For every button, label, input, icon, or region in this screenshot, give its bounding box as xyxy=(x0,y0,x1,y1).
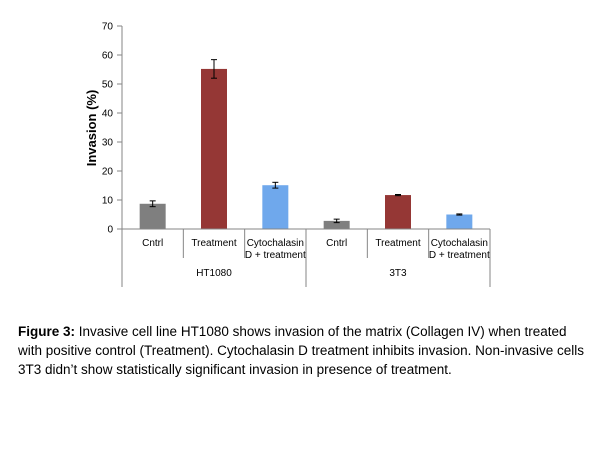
y-tick-label: 10 xyxy=(102,196,114,207)
bar xyxy=(446,214,473,229)
x-axis: Cntrl Treatment Cytochalasin D + treatmentH… xyxy=(121,228,491,287)
figure-caption: Figure 3: Invasive cell line HT1080 show… xyxy=(18,322,584,379)
bar-chart: 0 10 20 30 40 50 60 70 Invasion (%) Cntrl Treatm… xyxy=(84,22,491,287)
y-tick-label: 40 xyxy=(102,109,114,120)
category-label-line: Cytochalasin xyxy=(247,238,304,249)
caption-text: Invasive cell line HT1080 shows invasion… xyxy=(18,324,584,377)
y-axis-title: Invasion (%) xyxy=(84,90,99,167)
y-tick-label: 30 xyxy=(102,138,114,149)
category-label-line: D + treatment xyxy=(245,250,306,261)
category-label: Cntrl xyxy=(142,238,163,249)
y-tick-label: 50 xyxy=(102,80,114,91)
bar xyxy=(262,185,289,229)
category-label: Treatment xyxy=(191,238,236,249)
y-tick-label: 0 xyxy=(107,225,113,236)
bar xyxy=(323,220,350,229)
category-label: Cytochalasin D + treatment xyxy=(429,238,490,261)
y-tick-label: 60 xyxy=(102,51,114,62)
bars xyxy=(139,59,473,229)
group-label: HT1080 xyxy=(196,268,232,279)
group-label: 3T3 xyxy=(389,268,407,279)
bar xyxy=(139,203,166,229)
category-label-line: D + treatment xyxy=(429,250,490,261)
bar xyxy=(201,68,227,229)
y-tick-label: 20 xyxy=(102,167,114,178)
caption-label: Figure 3: xyxy=(18,324,76,339)
category-label: Treatment xyxy=(375,238,420,249)
bar xyxy=(385,195,411,229)
category-label-line: Cytochalasin xyxy=(431,238,488,249)
y-axis: 0 10 20 30 40 50 60 70 xyxy=(102,22,123,236)
category-label: Cytochalasin D + treatment xyxy=(245,238,306,261)
y-tick-label: 70 xyxy=(102,22,114,33)
category-label: Cntrl xyxy=(326,238,347,249)
